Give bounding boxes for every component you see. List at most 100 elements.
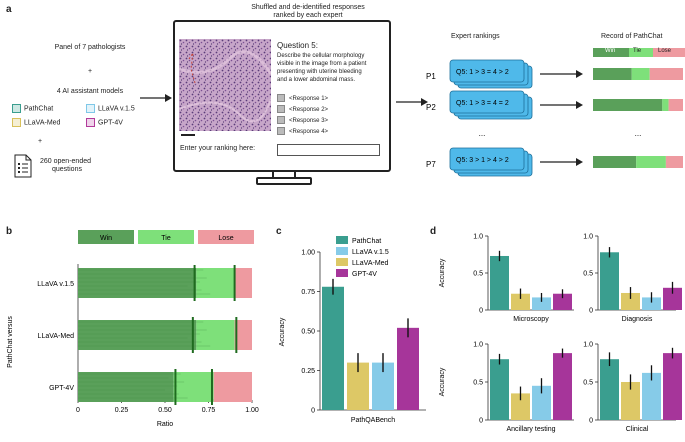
bar-pathchat xyxy=(322,286,344,410)
response-item[interactable]: <Response 1> xyxy=(277,94,387,105)
expert-label: P1 xyxy=(426,72,436,81)
monitor-base xyxy=(256,177,312,185)
bar-llava-v-1-5 xyxy=(532,297,551,310)
x-tick-label: 0.75 xyxy=(202,407,216,414)
y-tick-label: 1.0 xyxy=(583,234,593,241)
response-item[interactable]: <Response 3> xyxy=(277,116,387,127)
ranking-text: Q5: 1 > 3 = 4 = 2 xyxy=(456,100,509,107)
title-line-1: Shuffled and de-identified responses xyxy=(251,4,365,11)
panel-a-title: Shuffled and de-identified responses ran… xyxy=(218,4,398,20)
histology-image xyxy=(179,39,271,131)
subplot-title: Microscopy xyxy=(513,316,549,323)
y-axis-label: Accuracy xyxy=(439,258,446,287)
y-tick-label: 0 xyxy=(479,308,483,315)
models-title: 4 AI assistant models xyxy=(56,88,124,95)
pathologists-label: Panel of 7 pathologists xyxy=(54,44,126,51)
legend-swatch xyxy=(138,230,194,244)
bar-tie xyxy=(196,320,235,350)
y-tick-label: 0.50 xyxy=(301,329,315,336)
checkbox-icon[interactable] xyxy=(277,94,285,103)
record-win-segment xyxy=(593,68,632,80)
arrow-right-icon xyxy=(576,158,583,166)
legend-swatch xyxy=(78,230,134,244)
legend-label: GPT-4V xyxy=(352,271,377,278)
record-tie-segment xyxy=(662,99,669,111)
record-lose-segment xyxy=(665,156,683,168)
ranking-input[interactable] xyxy=(277,144,380,156)
question-line: Describe the cellular morphology xyxy=(277,53,365,59)
y-axis-label: PathChat versus xyxy=(7,316,14,368)
record-tie-segment xyxy=(631,68,650,80)
bar-llava-v-1-5 xyxy=(372,362,394,410)
panel-d-letter: d xyxy=(430,226,437,237)
y-tick-label: 1.00 xyxy=(301,250,315,257)
scale-bar xyxy=(181,134,195,136)
expert-label: P7 xyxy=(426,160,436,169)
record-lose-segment xyxy=(649,68,683,80)
ranking-prompt: Enter your ranking here: xyxy=(180,145,256,152)
question-line: visible in the image from a patient xyxy=(277,61,367,67)
bar-gpt-4v xyxy=(553,353,572,420)
bar-llava-med xyxy=(511,393,530,420)
ellipsis-rankings: ... xyxy=(479,129,486,138)
checkbox-icon[interactable] xyxy=(277,127,285,136)
bar-win xyxy=(78,268,197,298)
bar-pathchat xyxy=(490,359,509,420)
chart-b-win-tie-lose: Win Tie Lose PathChat versus 0 0.25 0.50 0.75 1.… xyxy=(7,230,259,428)
plus-1: + xyxy=(87,68,93,75)
ranking-text: Q5: 1 > 3 = 4 > 2 xyxy=(456,69,509,76)
arrow-right-icon xyxy=(576,101,583,109)
checkbox-icon[interactable] xyxy=(277,105,285,114)
panel-a-letter: a xyxy=(6,4,12,15)
response-label: <Response 2> xyxy=(289,107,329,113)
record-title: Record of PathChat xyxy=(601,33,663,40)
bar-tie xyxy=(173,372,214,402)
y-tick-label: 0 xyxy=(311,408,315,415)
x-tick-label: 0 xyxy=(76,407,80,414)
legend-label: LLaVA-Med xyxy=(352,260,389,267)
chart-d-subcategories: 0 0.5 1.0 Accuracy Microscopy 0 0.5 1.0 Diagnosi… xyxy=(439,234,682,433)
arrow-right-icon xyxy=(576,70,583,78)
y-tick-label: 0.5 xyxy=(473,380,483,387)
expert-label: P2 xyxy=(426,103,436,112)
y-axis-label: Accuracy xyxy=(439,367,446,396)
y-tick-label: 1.0 xyxy=(583,342,593,349)
bar-pathchat xyxy=(600,359,619,420)
record-tie-segment xyxy=(636,156,666,168)
legend-label: PathChat xyxy=(352,238,381,245)
llavamed-swatch-icon xyxy=(12,118,21,127)
legend-swatch xyxy=(336,258,348,266)
bar-llava-med xyxy=(621,382,640,420)
record-win-segment xyxy=(593,156,637,168)
legend-label: Win xyxy=(100,235,112,242)
bar-llava-v-1-5 xyxy=(532,385,551,420)
record-win-segment xyxy=(593,99,663,111)
title-line-2: ranked by each expert xyxy=(273,12,343,19)
questions-line-1: 260 open-ended xyxy=(40,158,91,165)
y-tick-label: 0.5 xyxy=(583,271,593,278)
plus-2: + xyxy=(37,138,43,145)
questions-label: 260 open-ended questions xyxy=(40,158,140,174)
legend-tie: Tie xyxy=(629,48,653,57)
y-axis-label: Accuracy xyxy=(279,317,286,346)
model-llavamed: LLaVA-Med xyxy=(12,118,82,127)
category-label: LLaVA v.1.5 xyxy=(37,281,74,288)
question-line: and a lower abdominal mass. xyxy=(277,77,356,83)
bar-llava-med xyxy=(347,362,369,410)
y-tick-label: 0 xyxy=(479,418,483,425)
llava-swatch-icon xyxy=(86,104,95,113)
gpt4v-swatch-icon xyxy=(86,118,95,127)
response-item[interactable]: <Response 4> xyxy=(277,127,387,138)
pathchat-swatch-icon xyxy=(12,104,21,113)
response-label: <Response 3> xyxy=(289,118,329,124)
legend-label: Tie xyxy=(161,235,171,242)
response-label: <Response 4> xyxy=(289,129,329,135)
response-item[interactable]: <Response 2> xyxy=(277,105,387,116)
legend-swatch xyxy=(336,247,348,255)
ranking-text: Q5: 3 > 1 > 4 > 2 xyxy=(456,157,509,164)
question-body: Describe the cellular morphology visible… xyxy=(277,52,389,84)
bar-win xyxy=(78,320,197,350)
legend-swatch xyxy=(336,236,348,244)
checkbox-icon[interactable] xyxy=(277,116,285,125)
legend-swatch xyxy=(336,269,348,277)
